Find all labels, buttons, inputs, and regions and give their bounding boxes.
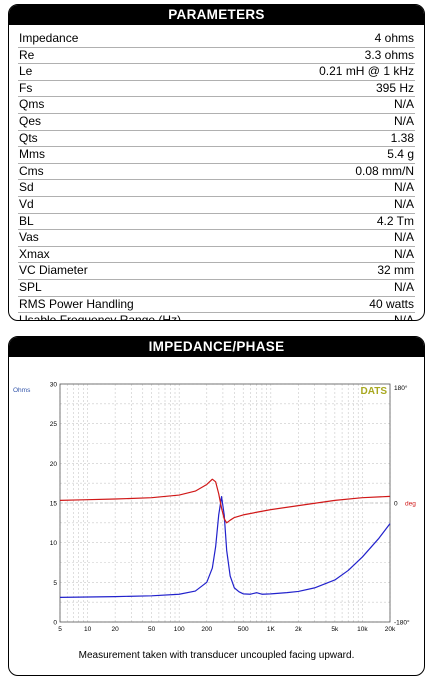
impedance-phase-title: IMPEDANCE/PHASE — [9, 337, 424, 357]
x-tick-label: 10k — [357, 626, 368, 633]
parameter-label: Qes — [19, 113, 42, 128]
y-tick-label: 30 — [50, 382, 58, 389]
parameter-row: Qes N/A — [18, 114, 415, 131]
parameter-value: N/A — [393, 246, 414, 261]
x-tick-label: 50 — [148, 626, 156, 633]
parameter-row: Qts 1.38 — [18, 131, 415, 148]
parameter-row: Le 0.21 mH @ 1 kHz — [18, 64, 415, 81]
parameter-row: Cms 0.08 mm/N — [18, 164, 415, 181]
parameter-value: N/A — [393, 313, 414, 321]
parameter-value: 4 ohms — [374, 31, 414, 45]
x-tick-label: 20 — [112, 626, 120, 633]
x-tick-label: 100 — [174, 626, 185, 633]
parameter-row: Vd N/A — [18, 197, 415, 214]
y-tick-label: 5 — [53, 580, 57, 587]
parameter-value: N/A — [393, 113, 414, 128]
parameter-label: Usable Frequency Range (Hz) — [19, 313, 182, 321]
parameter-label: RMS Power Handling — [19, 296, 134, 311]
y-axis-label: Ohms — [13, 387, 31, 394]
parameter-label: Mms — [19, 147, 45, 162]
x-tick-label: 1K — [267, 626, 276, 633]
parameter-value: 395 Hz — [375, 80, 414, 95]
parameter-row: BL 4.2 Tm — [18, 214, 415, 231]
impedance-phase-panel: IMPEDANCE/PHASE 0 5 10 15 20 25 30 5 10 20 50 100 20… — [8, 336, 425, 676]
parameter-value: 4.2 Tm — [376, 213, 414, 228]
parameter-row: SPL N/A — [18, 280, 415, 297]
parameter-label: Qms — [19, 97, 45, 112]
parameter-label: Impedance — [19, 31, 79, 45]
chart-caption: Measurement taken with transducer uncoup… — [78, 650, 355, 661]
parameters-table: Impedance 4 ohms Re 3.3 ohms Le 0.21 mH @ 1 k… — [18, 31, 415, 321]
parameter-row: Impedance 4 ohms — [18, 31, 415, 48]
parameters-title: PARAMETERS — [9, 5, 424, 25]
y-tick-label: 20 — [50, 461, 58, 468]
right-axis-tick-label: -180° — [394, 619, 410, 627]
parameter-row: Qms N/A — [18, 97, 415, 114]
phase-curve — [59, 478, 391, 524]
x-tick-label: 20k — [385, 626, 396, 633]
parameter-row: Usable Frequency Range (Hz) N/A — [18, 313, 415, 321]
parameter-value: 40 watts — [369, 296, 414, 311]
x-tick-label: 10 — [84, 626, 92, 633]
y-tick-label: 0 — [53, 620, 57, 627]
dats-logo: DATS — [361, 386, 388, 397]
y-tick-label: 10 — [50, 540, 58, 547]
x-tick-label: 5 — [58, 626, 62, 633]
x-tick-label: 2k — [295, 626, 303, 633]
parameter-label: BL — [19, 213, 34, 228]
parameter-label: Cms — [19, 163, 44, 178]
x-tick-label: 200 — [201, 626, 212, 633]
parameter-label: Vd — [19, 196, 34, 211]
parameter-row: Vas N/A — [18, 230, 415, 247]
impedance-curve — [59, 496, 391, 599]
y-tick-label: 25 — [50, 421, 58, 428]
parameter-label: Qts — [19, 130, 38, 145]
parameter-label: SPL — [19, 279, 42, 294]
parameter-value: 5.4 g — [387, 147, 414, 162]
parameter-label: Vas — [19, 230, 39, 245]
right-axis-unit-label: deg — [405, 501, 416, 508]
parameter-row: Fs 395 Hz — [18, 81, 415, 98]
parameter-value: 1.38 — [390, 130, 414, 145]
parameter-label: Fs — [19, 80, 33, 95]
parameter-row: Re 3.3 ohms — [18, 48, 415, 65]
parameter-label: Xmax — [19, 246, 50, 261]
parameter-value: N/A — [393, 180, 414, 195]
parameter-label: Sd — [19, 180, 34, 195]
parameter-value: 0.21 mH @ 1 kHz — [319, 64, 414, 79]
parameter-label: Le — [19, 64, 33, 79]
parameter-row: Mms 5.4 g — [18, 147, 415, 164]
parameter-row: Sd N/A — [18, 180, 415, 197]
parameter-value: 32 mm — [377, 263, 414, 278]
parameter-label: Re — [19, 47, 35, 62]
parameter-row: VC Diameter 32 mm — [18, 263, 415, 280]
parameter-row: Xmax N/A — [18, 247, 415, 264]
right-axis-tick-label: 0 — [394, 501, 398, 508]
parameter-value: N/A — [393, 230, 414, 245]
right-axis-tick-label: 180° — [394, 384, 408, 392]
parameter-value: 0.08 mm/N — [355, 163, 414, 178]
parameter-value: 3.3 ohms — [364, 47, 414, 62]
parameter-value: N/A — [393, 196, 414, 211]
x-tick-label: 5k — [331, 626, 339, 633]
parameter-value: N/A — [393, 97, 414, 112]
parameter-row: RMS Power Handling 40 watts — [18, 297, 415, 314]
y-tick-label: 15 — [50, 501, 58, 508]
parameter-value: N/A — [393, 279, 414, 294]
parameter-label: VC Diameter — [19, 263, 88, 278]
parameters-panel: PARAMETERS Impedance 4 ohms Re 3.3 ohms Le 0.… — [8, 4, 425, 321]
x-tick-label: 500 — [238, 626, 249, 633]
